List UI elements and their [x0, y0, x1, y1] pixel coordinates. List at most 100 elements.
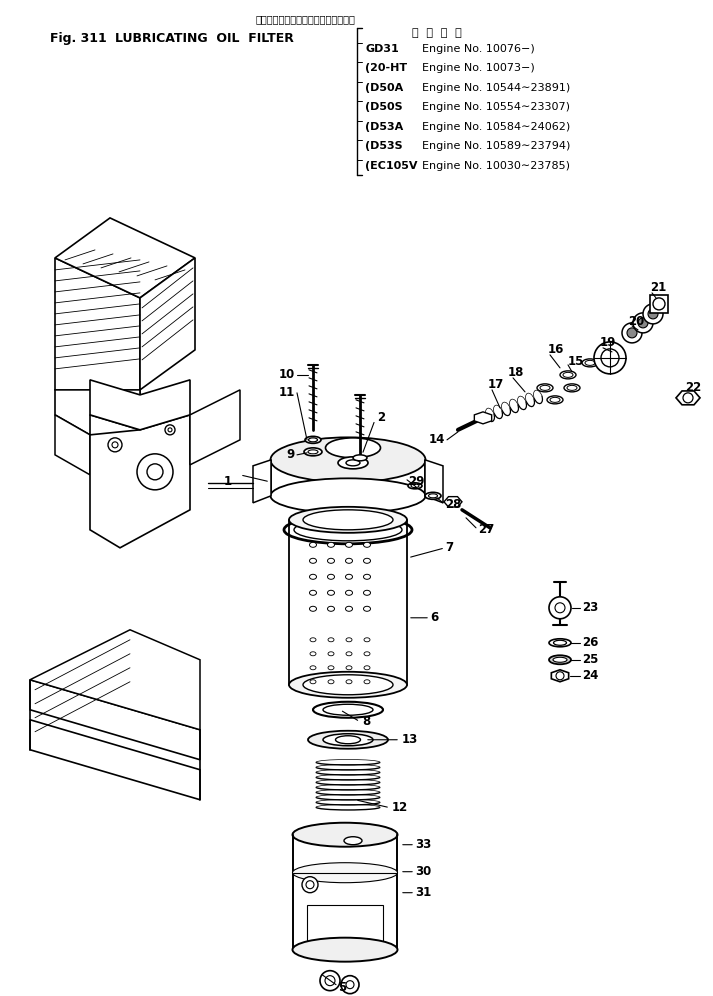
Circle shape	[137, 454, 173, 490]
Text: 21: 21	[650, 282, 666, 295]
Text: 28: 28	[445, 498, 461, 511]
Text: 24: 24	[582, 669, 598, 682]
Text: 8: 8	[362, 715, 370, 728]
Ellipse shape	[304, 448, 322, 456]
Circle shape	[108, 438, 122, 452]
Ellipse shape	[537, 383, 553, 391]
Polygon shape	[55, 415, 90, 475]
Text: GD31: GD31	[365, 44, 399, 54]
Ellipse shape	[303, 674, 393, 695]
Text: 10: 10	[279, 369, 295, 381]
Ellipse shape	[284, 516, 412, 544]
Ellipse shape	[364, 665, 370, 669]
Text: 12: 12	[392, 801, 409, 814]
Ellipse shape	[560, 371, 576, 378]
Circle shape	[147, 464, 163, 480]
Ellipse shape	[313, 702, 383, 718]
Polygon shape	[30, 679, 200, 760]
Ellipse shape	[327, 591, 334, 596]
Bar	[307, 904, 383, 942]
Ellipse shape	[346, 542, 352, 548]
Text: 30: 30	[415, 866, 431, 878]
Polygon shape	[30, 629, 200, 730]
Polygon shape	[425, 460, 443, 503]
Polygon shape	[55, 389, 140, 435]
Polygon shape	[90, 379, 190, 430]
Text: 11: 11	[279, 386, 295, 399]
Ellipse shape	[323, 734, 373, 746]
Polygon shape	[474, 412, 492, 424]
Ellipse shape	[553, 657, 567, 662]
Ellipse shape	[338, 457, 368, 469]
Ellipse shape	[310, 637, 316, 641]
Text: 27: 27	[478, 523, 494, 536]
Text: Engine No. 10554∼23307): Engine No. 10554∼23307)	[422, 103, 570, 113]
Ellipse shape	[294, 519, 402, 541]
Ellipse shape	[310, 679, 316, 684]
Ellipse shape	[550, 397, 560, 402]
Text: 26: 26	[582, 636, 598, 649]
Ellipse shape	[346, 460, 360, 466]
Ellipse shape	[309, 575, 317, 580]
Ellipse shape	[292, 823, 398, 847]
Circle shape	[325, 976, 335, 986]
Ellipse shape	[309, 559, 317, 564]
Text: Fig. 311: Fig. 311	[50, 32, 107, 45]
Ellipse shape	[344, 837, 362, 845]
Text: 19: 19	[600, 337, 616, 350]
Ellipse shape	[292, 937, 398, 962]
Circle shape	[627, 328, 637, 338]
Ellipse shape	[364, 575, 371, 580]
Circle shape	[556, 671, 564, 679]
Ellipse shape	[270, 437, 426, 482]
Text: 2: 2	[377, 411, 385, 424]
Circle shape	[320, 971, 340, 991]
Ellipse shape	[364, 651, 370, 655]
Ellipse shape	[425, 492, 441, 499]
Ellipse shape	[346, 607, 352, 612]
Ellipse shape	[364, 679, 370, 684]
Ellipse shape	[323, 704, 373, 715]
Ellipse shape	[346, 575, 352, 580]
Text: Engine No. 10030∼23785): Engine No. 10030∼23785)	[422, 161, 570, 171]
Ellipse shape	[327, 559, 334, 564]
Ellipse shape	[364, 559, 371, 564]
Text: (D53S: (D53S	[365, 141, 403, 151]
Ellipse shape	[327, 575, 334, 580]
Circle shape	[653, 298, 665, 310]
Ellipse shape	[270, 478, 426, 513]
Ellipse shape	[328, 665, 334, 669]
Ellipse shape	[364, 607, 371, 612]
Ellipse shape	[411, 484, 419, 488]
Circle shape	[601, 349, 619, 367]
Circle shape	[168, 428, 172, 432]
Ellipse shape	[310, 651, 316, 655]
Ellipse shape	[326, 438, 381, 458]
Text: Engine No. 10076−): Engine No. 10076−)	[422, 44, 535, 54]
Ellipse shape	[553, 640, 567, 645]
Text: (D50A: (D50A	[365, 83, 404, 93]
Polygon shape	[30, 720, 200, 800]
Circle shape	[638, 318, 648, 328]
Polygon shape	[444, 497, 462, 507]
Text: 13: 13	[402, 733, 419, 746]
Ellipse shape	[364, 542, 371, 548]
Polygon shape	[551, 669, 569, 682]
Circle shape	[555, 603, 565, 613]
Ellipse shape	[429, 494, 438, 498]
Ellipse shape	[328, 679, 334, 684]
Ellipse shape	[346, 651, 352, 655]
Circle shape	[302, 876, 318, 892]
Polygon shape	[55, 258, 140, 430]
Polygon shape	[676, 391, 700, 404]
Text: 17: 17	[488, 378, 504, 391]
Text: ルーブリケーティングオイルフィルタ: ルーブリケーティングオイルフィルタ	[255, 14, 355, 24]
Text: (20-HT: (20-HT	[365, 64, 407, 74]
Polygon shape	[650, 295, 668, 313]
Text: 25: 25	[582, 653, 598, 666]
Ellipse shape	[309, 542, 317, 548]
Text: 31: 31	[415, 886, 431, 899]
Ellipse shape	[328, 637, 334, 641]
Ellipse shape	[567, 385, 577, 390]
Text: 15: 15	[568, 356, 585, 369]
